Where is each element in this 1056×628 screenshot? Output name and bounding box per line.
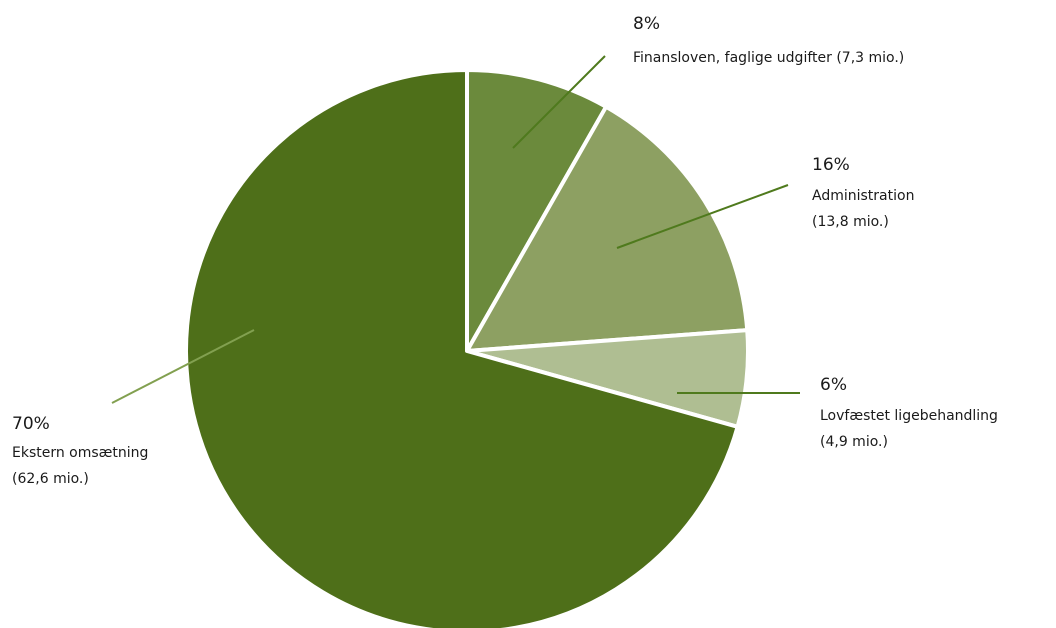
leader-line-finansloven bbox=[512, 55, 606, 149]
pie-slice-finansloven bbox=[465, 68, 609, 353]
leader-line-ekstern bbox=[111, 329, 255, 404]
slice-label-ligebehandling: Lovfæstet ligebehandling bbox=[820, 408, 998, 424]
pie-slice-administration bbox=[465, 104, 750, 353]
slice-sublabel-ligebehandling: (4,9 mio.) bbox=[820, 434, 888, 450]
leader-lines bbox=[111, 55, 800, 404]
slice-sublabel-ekstern: (62,6 mio.) bbox=[12, 471, 89, 487]
percent-label-ligebehandling: 6% bbox=[820, 375, 847, 395]
percent-label-finansloven: 8% bbox=[633, 14, 660, 34]
percent-label-ekstern: 70% bbox=[12, 414, 50, 434]
percent-label-administration: 16% bbox=[812, 155, 850, 175]
slice-sublabel-administration: (13,8 mio.) bbox=[812, 214, 889, 230]
slice-label-ekstern: Ekstern omsætning bbox=[12, 445, 148, 461]
pie-slice-ekstern bbox=[184, 68, 740, 628]
slice-label-administration: Administration bbox=[812, 188, 914, 204]
leader-line-administration bbox=[616, 184, 789, 249]
pie-slices bbox=[184, 68, 750, 628]
slice-label-finansloven: Finansloven, faglige udgifter (7,3 mio.) bbox=[633, 50, 904, 66]
